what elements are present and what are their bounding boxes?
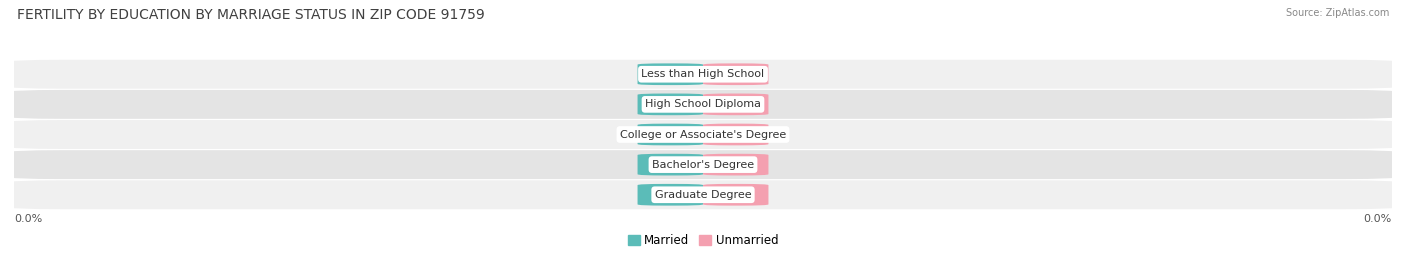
Text: 0.0%: 0.0% [655, 190, 685, 200]
FancyBboxPatch shape [637, 124, 703, 145]
FancyBboxPatch shape [7, 150, 1399, 179]
FancyBboxPatch shape [7, 180, 1399, 209]
Text: FERTILITY BY EDUCATION BY MARRIAGE STATUS IN ZIP CODE 91759: FERTILITY BY EDUCATION BY MARRIAGE STATU… [17, 8, 485, 22]
Text: 0.0%: 0.0% [655, 129, 685, 140]
FancyBboxPatch shape [637, 63, 703, 85]
Text: 0.0%: 0.0% [721, 129, 751, 140]
Text: 0.0%: 0.0% [655, 69, 685, 79]
Text: Source: ZipAtlas.com: Source: ZipAtlas.com [1285, 8, 1389, 18]
FancyBboxPatch shape [703, 63, 769, 85]
FancyBboxPatch shape [637, 154, 703, 175]
Text: 0.0%: 0.0% [1364, 214, 1392, 224]
FancyBboxPatch shape [703, 124, 769, 145]
Text: 0.0%: 0.0% [721, 99, 751, 109]
Text: 0.0%: 0.0% [721, 190, 751, 200]
Text: 0.0%: 0.0% [721, 69, 751, 79]
Text: Less than High School: Less than High School [641, 69, 765, 79]
Text: 0.0%: 0.0% [655, 99, 685, 109]
Text: College or Associate's Degree: College or Associate's Degree [620, 129, 786, 140]
Text: 0.0%: 0.0% [721, 160, 751, 170]
Legend: Married, Unmarried: Married, Unmarried [623, 230, 783, 252]
FancyBboxPatch shape [7, 60, 1399, 89]
Text: Bachelor's Degree: Bachelor's Degree [652, 160, 754, 170]
FancyBboxPatch shape [703, 94, 769, 115]
FancyBboxPatch shape [703, 184, 769, 206]
Text: 0.0%: 0.0% [655, 160, 685, 170]
Text: Graduate Degree: Graduate Degree [655, 190, 751, 200]
FancyBboxPatch shape [7, 90, 1399, 119]
Text: High School Diploma: High School Diploma [645, 99, 761, 109]
FancyBboxPatch shape [703, 154, 769, 175]
FancyBboxPatch shape [637, 184, 703, 206]
FancyBboxPatch shape [637, 94, 703, 115]
Text: 0.0%: 0.0% [14, 214, 42, 224]
FancyBboxPatch shape [7, 120, 1399, 149]
